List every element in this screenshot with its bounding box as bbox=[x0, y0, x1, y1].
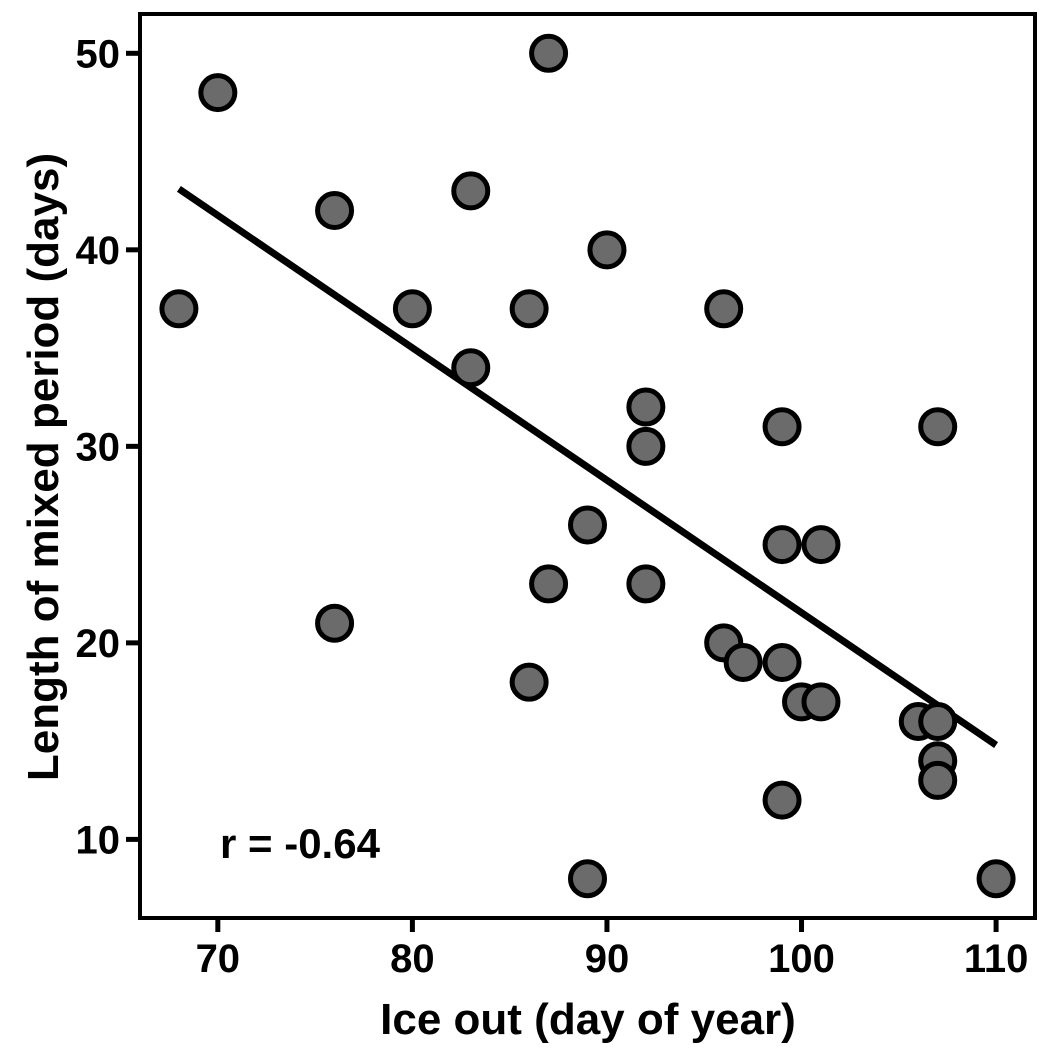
y-tick-label: 30 bbox=[76, 425, 121, 469]
data-point bbox=[976, 859, 1016, 899]
data-point bbox=[723, 643, 763, 683]
data-point bbox=[762, 643, 802, 683]
y-axis-title: Length of mixed period (days) bbox=[19, 153, 68, 781]
data-point bbox=[451, 171, 491, 211]
data-point bbox=[626, 426, 666, 466]
data-point bbox=[568, 505, 607, 545]
x-tick-label: 100 bbox=[768, 937, 835, 981]
data-point bbox=[392, 289, 432, 329]
data-point bbox=[529, 564, 569, 604]
data-point bbox=[704, 289, 744, 329]
y-tick-label: 50 bbox=[76, 32, 121, 76]
x-axis-title: Ice out (day of year) bbox=[380, 995, 796, 1044]
data-point bbox=[568, 859, 607, 899]
regression-line bbox=[176, 186, 999, 748]
y-tick-label: 20 bbox=[76, 622, 121, 666]
y-tick-label: 40 bbox=[76, 229, 121, 273]
data-point bbox=[918, 407, 958, 447]
plot-border bbox=[138, 12, 1037, 920]
trend-line-group bbox=[176, 186, 999, 748]
x-tick-label: 110 bbox=[964, 937, 1029, 981]
data-point bbox=[918, 701, 958, 741]
data-point bbox=[529, 33, 569, 73]
data-point bbox=[762, 407, 802, 447]
x-tick-label: 70 bbox=[196, 937, 241, 981]
x-tick-label: 90 bbox=[585, 937, 630, 981]
axis-ticks: 70 80 90 100 110 10 20 30 40 50 bbox=[76, 32, 1029, 981]
data-point bbox=[801, 525, 841, 565]
data-point bbox=[626, 387, 666, 427]
y-tick-label: 10 bbox=[76, 818, 121, 862]
data-point bbox=[315, 603, 355, 643]
data-point bbox=[451, 348, 491, 388]
data-point bbox=[626, 564, 666, 604]
data-point bbox=[198, 73, 238, 113]
data-point bbox=[587, 230, 627, 270]
plot-frame bbox=[138, 12, 1037, 920]
data-point bbox=[762, 525, 802, 565]
data-point bbox=[762, 780, 802, 820]
correlation-annotation: r = -0.64 bbox=[220, 820, 381, 867]
data-points bbox=[159, 33, 1016, 899]
data-point bbox=[509, 662, 549, 702]
x-tick-label: 80 bbox=[390, 937, 435, 981]
data-point bbox=[159, 289, 199, 329]
data-point bbox=[315, 191, 355, 231]
data-point bbox=[509, 289, 549, 329]
data-point bbox=[918, 760, 958, 800]
data-point bbox=[801, 682, 841, 722]
